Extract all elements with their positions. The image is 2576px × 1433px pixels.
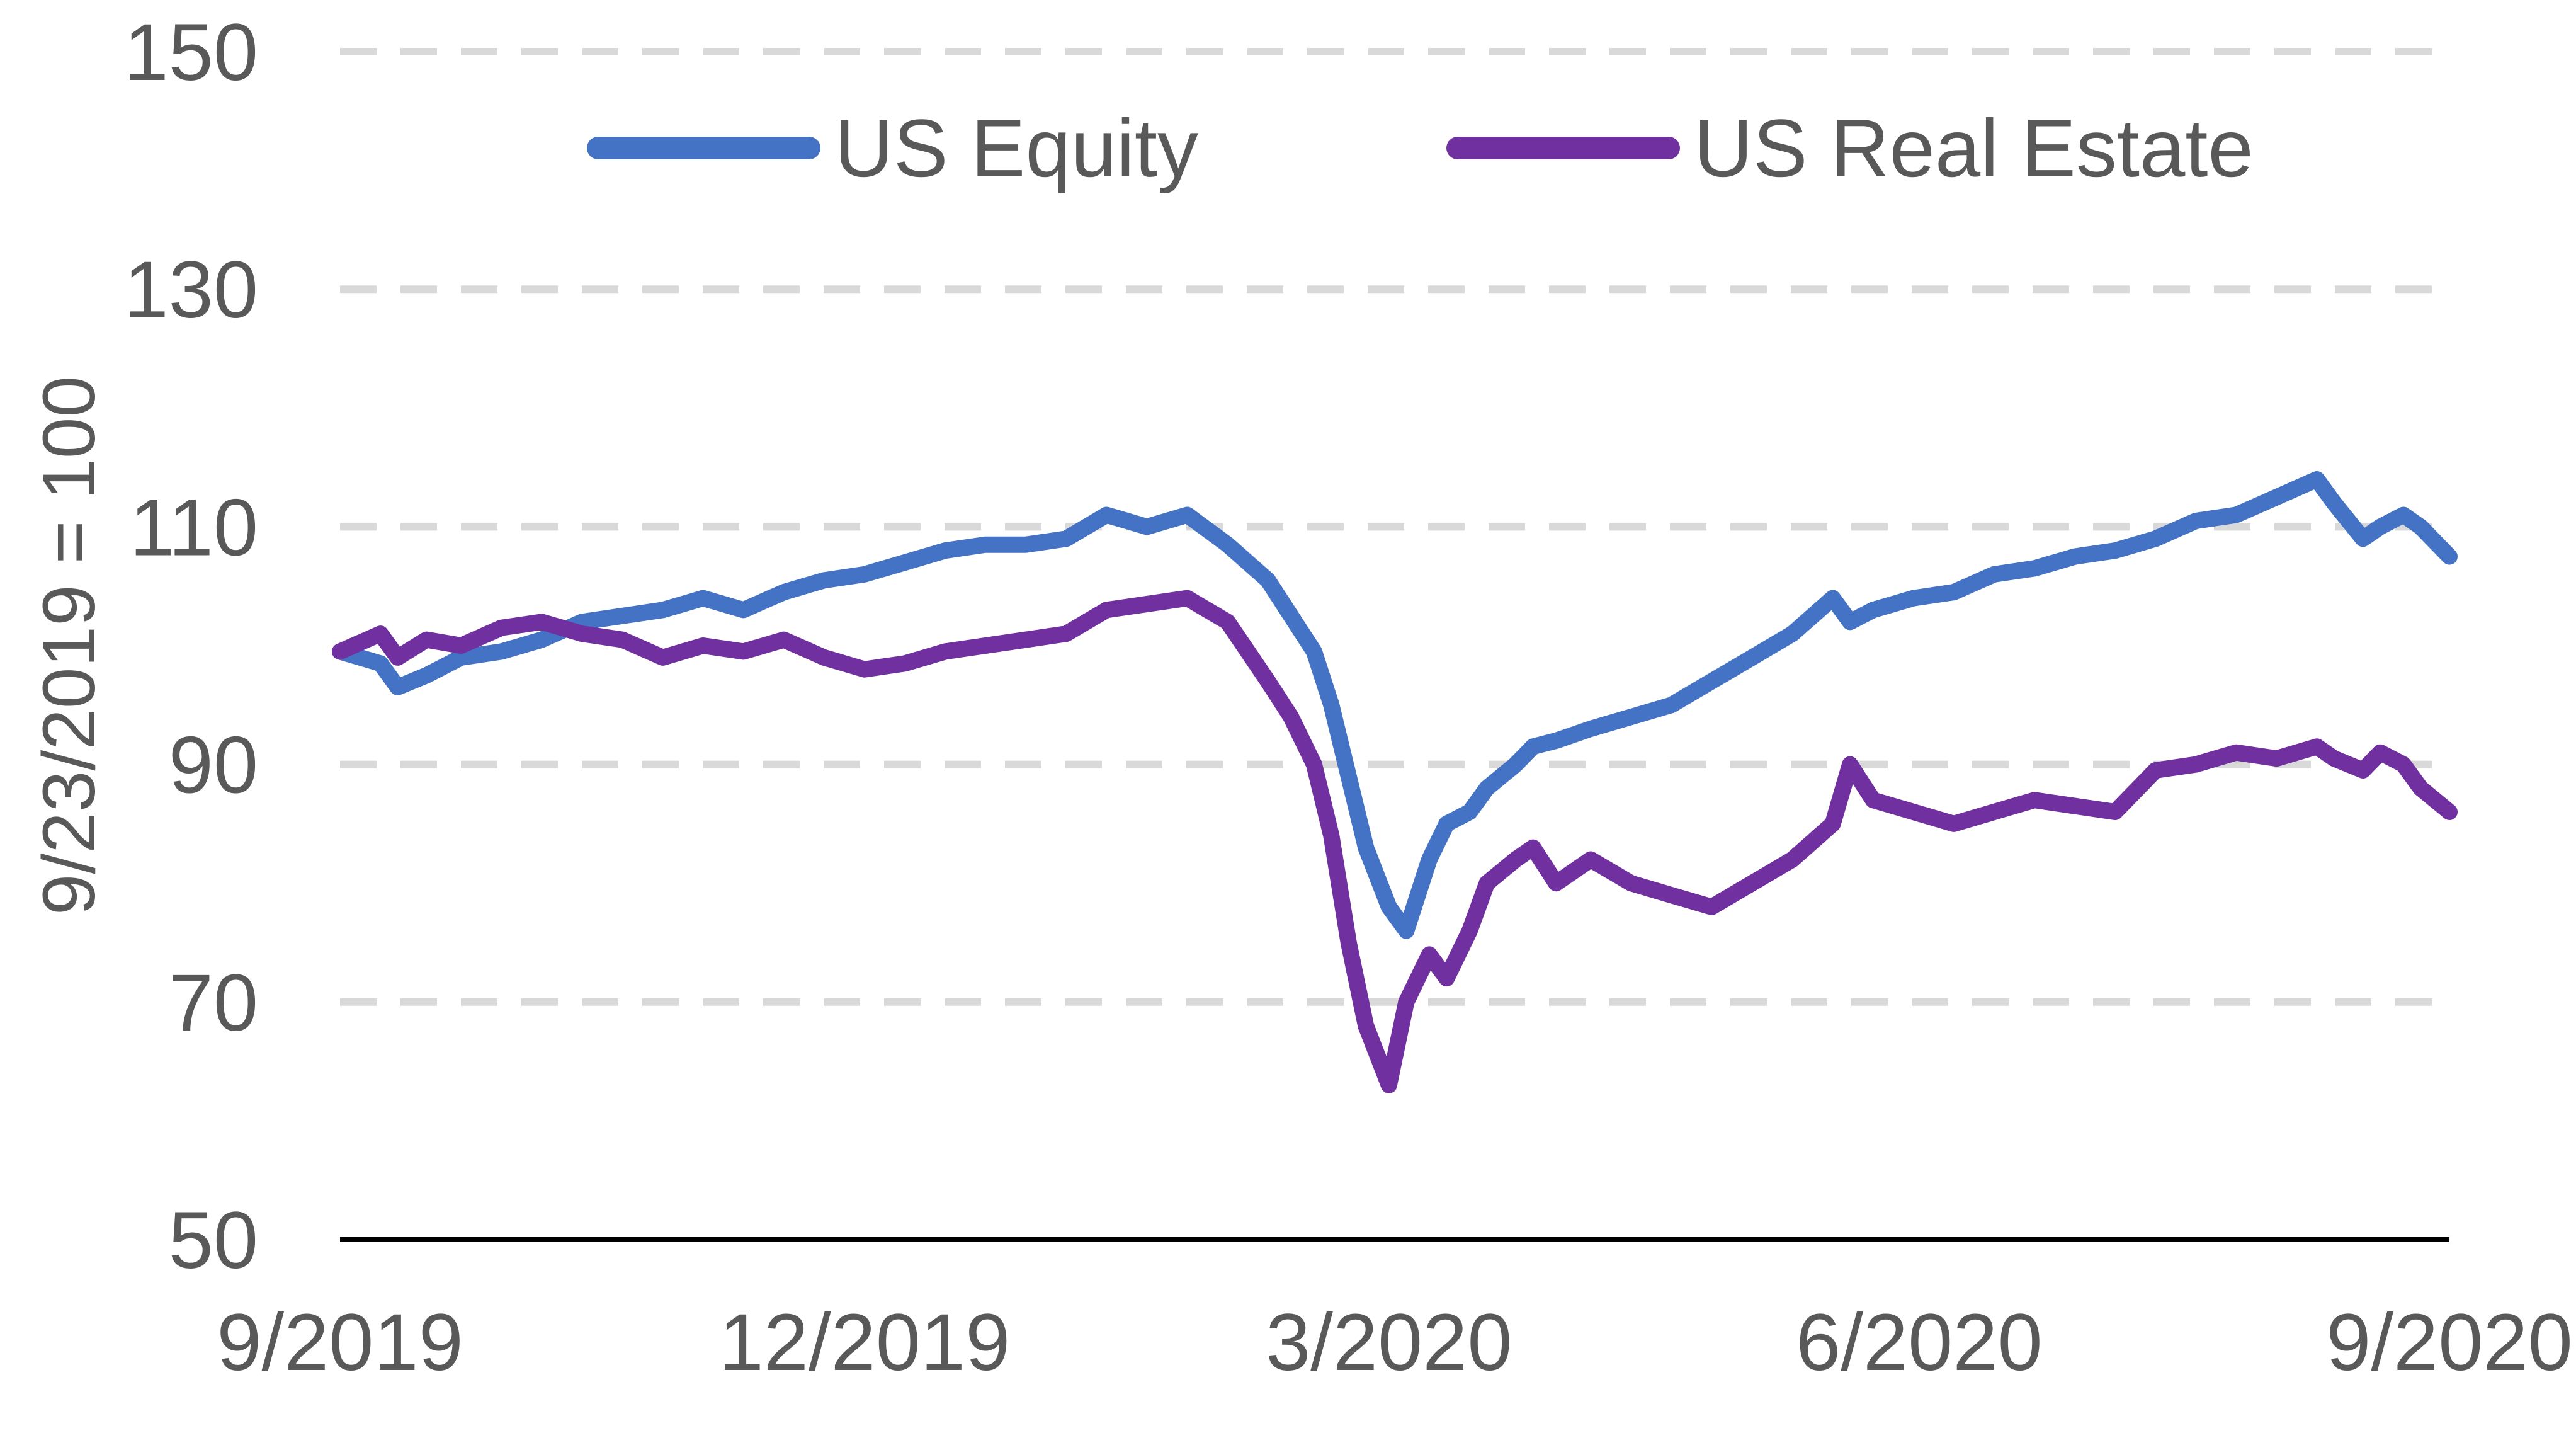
x-tick-labels: 9/2019 12/2019 3/2020 6/2020 9/2020 (217, 1298, 2573, 1388)
legend-label: US Real Estate (1694, 102, 2254, 194)
series-lines (332, 471, 2458, 1093)
x-tick-label: 3/2020 (1266, 1298, 1512, 1388)
y-tick-label: 110 (130, 482, 258, 573)
y-tick-label: 150 (123, 8, 258, 98)
legend: US Equity US Real Estate (587, 102, 2254, 194)
y-tick-label: 130 (123, 245, 258, 335)
legend-label: US Equity (834, 102, 1198, 194)
gridlines (340, 48, 2449, 1006)
y-tick-labels: 50 70 90 110 130 150 (123, 8, 258, 1286)
y-tick-label: 90 (169, 721, 258, 811)
x-tick-label: 9/2020 (2326, 1298, 2573, 1388)
y-tick-label: 50 (169, 1196, 258, 1286)
x-tick-label: 6/2020 (1796, 1298, 2043, 1388)
x-tick-label: 9/2019 (217, 1298, 463, 1388)
y-axis-label: 9/23/2019 = 100 (28, 376, 111, 915)
x-tick-label: 12/2019 (719, 1298, 1011, 1388)
series-line-us-real-estate (332, 590, 2458, 1093)
y-tick-label: 70 (169, 958, 258, 1048)
series-line-us-equity (332, 471, 2458, 939)
